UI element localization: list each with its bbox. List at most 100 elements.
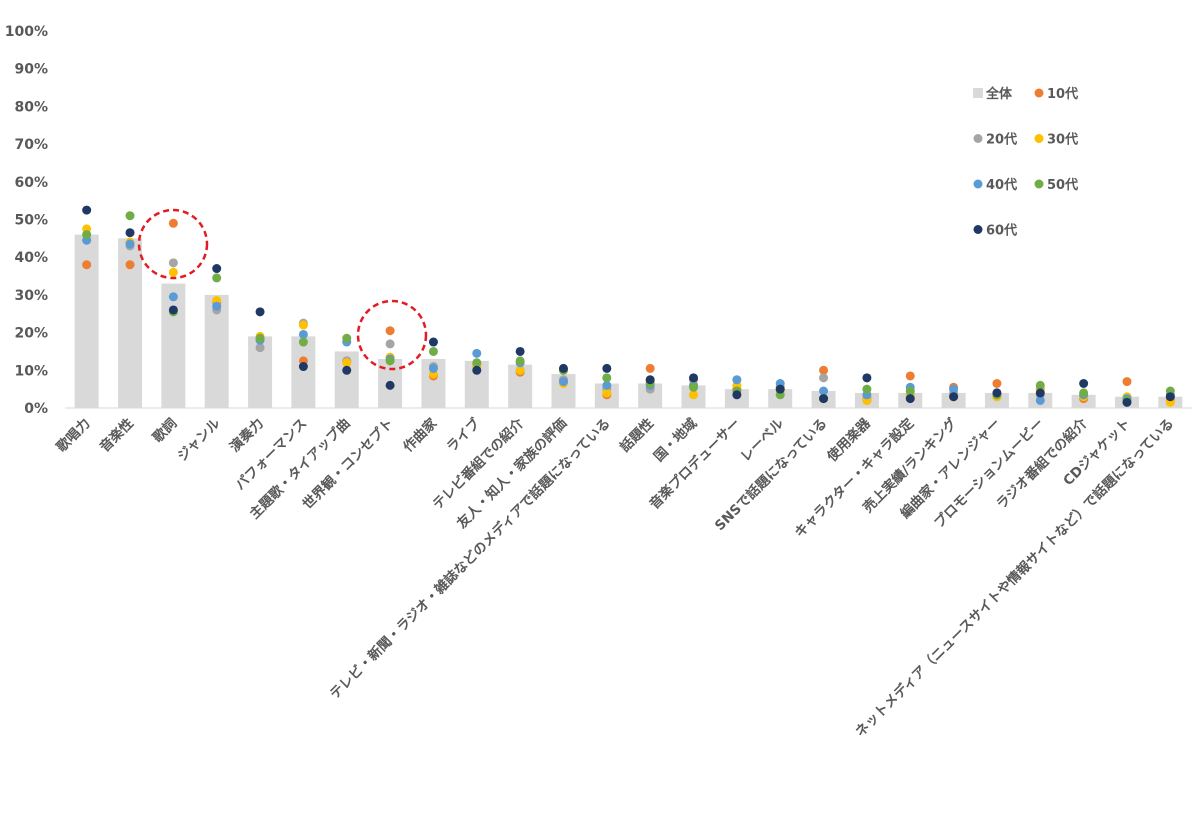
x-tick-label: ジャンル [175, 415, 224, 464]
data-point [298, 337, 308, 347]
data-point [819, 386, 829, 396]
data-point [1079, 378, 1089, 388]
data-point [342, 358, 352, 368]
x-tick-label: 歌唱力 [53, 415, 94, 456]
data-point [212, 273, 222, 283]
y-tick-label: 0% [24, 401, 48, 417]
data-point [992, 378, 1002, 388]
data-point [645, 375, 655, 385]
data-point [472, 358, 482, 368]
data-point [1122, 397, 1132, 407]
data-point [602, 388, 612, 398]
data-point [949, 384, 959, 394]
data-point [645, 363, 655, 373]
data-point [819, 394, 829, 404]
data-point [515, 356, 525, 366]
data-point [602, 363, 612, 373]
bars [74, 234, 1183, 408]
data-point [1035, 395, 1045, 405]
bar [291, 336, 316, 408]
data-point [298, 320, 308, 330]
points [82, 205, 1175, 407]
x-tick-label: 話題性 [616, 414, 657, 455]
data-point [905, 386, 915, 396]
data-point [385, 380, 395, 390]
legend-label: 全体 [985, 86, 1013, 102]
highlight-circle-lyrics [137, 208, 209, 280]
data-point [255, 343, 265, 353]
data-point [255, 333, 265, 343]
data-point [558, 377, 568, 387]
legend-marker [973, 179, 983, 189]
y-tick-label: 100% [5, 24, 48, 40]
legend-label: 60代 [986, 223, 1017, 239]
data-point [342, 365, 352, 375]
data-point [168, 292, 178, 302]
data-point [819, 373, 829, 383]
annotations [137, 208, 428, 371]
data-point [428, 346, 438, 356]
y-tick-label: 60% [14, 175, 48, 191]
legend-label: 20代 [986, 132, 1017, 148]
data-point [1035, 388, 1045, 398]
data-point [255, 307, 265, 317]
data-point [515, 346, 525, 356]
data-point [732, 375, 742, 385]
data-point [689, 390, 699, 400]
y-tick-label: 40% [14, 250, 48, 266]
data-point [1165, 392, 1175, 402]
data-point [168, 305, 178, 315]
y-tick-label: 30% [14, 288, 48, 304]
data-point [775, 384, 785, 394]
legend-marker [1034, 134, 1044, 143]
data-point [602, 380, 612, 390]
data-point [125, 260, 135, 270]
data-point [992, 388, 1002, 398]
y-axis: 0% 10% 20% 30% 40% 50% 60% 70% 80% 90% 100% [5, 24, 48, 417]
legend-label: 50代 [1047, 177, 1078, 193]
y-tick-label: 80% [14, 99, 48, 115]
data-point [949, 392, 959, 402]
data-point [125, 228, 135, 238]
data-point [689, 373, 699, 383]
data-point [298, 362, 308, 372]
data-point [385, 326, 395, 336]
bar [118, 238, 143, 408]
data-point [385, 356, 395, 366]
x-tick-label: 歌詞 [149, 415, 180, 446]
x-tick-label: テレビ・新聞・ラジオ・雑誌などのメディアで話題になっている [326, 415, 614, 703]
data-point [1079, 388, 1089, 398]
data-point [168, 267, 178, 277]
x-tick-label: 演奏力 [226, 415, 267, 456]
y-tick-label: 20% [14, 326, 48, 342]
legend-marker [973, 88, 983, 98]
bar [248, 336, 273, 408]
data-point [602, 373, 612, 383]
data-point [168, 258, 178, 268]
data-point [212, 264, 222, 274]
y-tick-label: 90% [14, 62, 48, 78]
x-tick-label: 音楽性 [96, 414, 137, 455]
data-point [385, 339, 395, 349]
data-point [1035, 380, 1045, 390]
y-tick-label: 70% [14, 137, 48, 153]
legend-marker [973, 134, 983, 143]
data-point [905, 371, 915, 381]
legend-marker [1034, 88, 1044, 98]
x-tick-label: 作曲家 [400, 414, 441, 455]
legend: 全体 10代 20代 30代 40代 50代 60代 [973, 86, 1078, 239]
data-point [558, 363, 568, 373]
data-point [862, 384, 872, 394]
data-point [689, 382, 699, 392]
data-point [82, 260, 92, 270]
data-point [82, 205, 92, 215]
data-point [82, 230, 92, 240]
data-point [862, 373, 872, 383]
data-point [1122, 377, 1132, 387]
highlight-circle-worldview [356, 299, 428, 371]
data-point [298, 329, 308, 339]
legend-marker [1034, 179, 1044, 189]
x-tick-label: ライブ [443, 414, 484, 455]
data-point [472, 365, 482, 375]
